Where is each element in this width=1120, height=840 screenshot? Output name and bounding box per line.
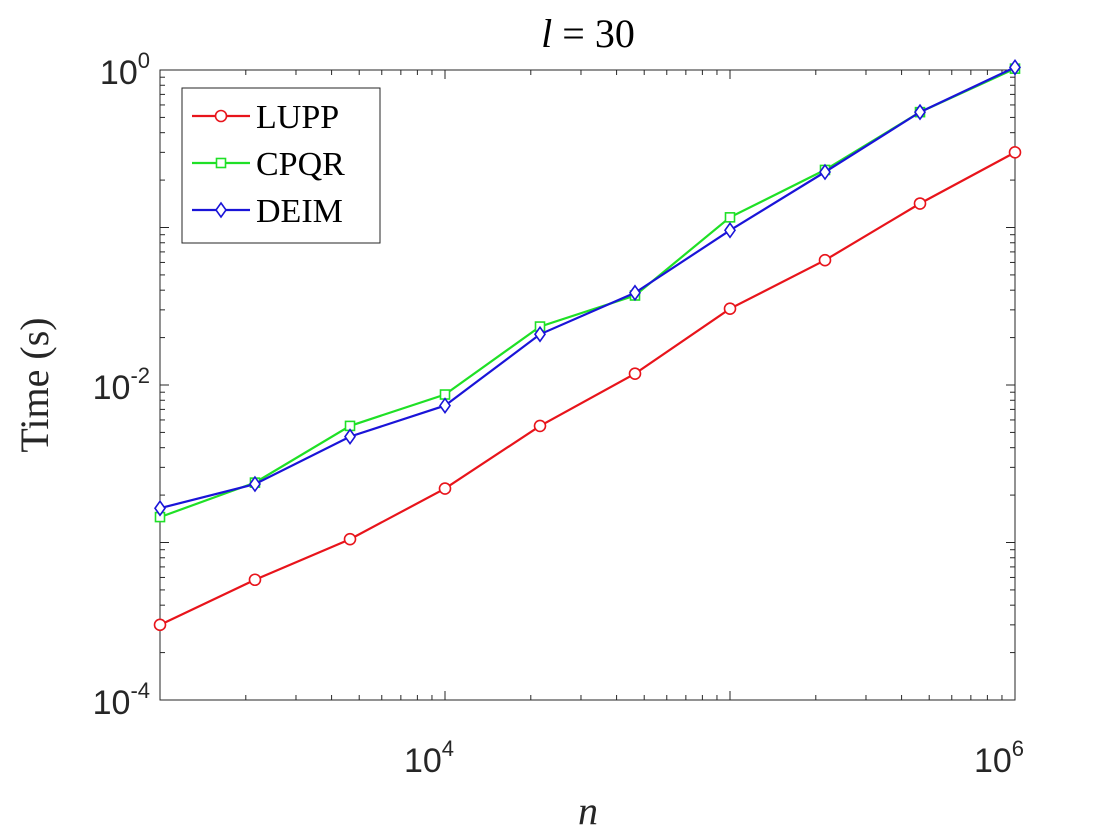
data-point [819,163,831,181]
legend-label: LUPP [256,99,339,136]
legend-box [181,87,381,244]
data-point [248,475,261,493]
legend-marker [215,201,227,219]
legend-item-deim: DEIM [192,193,343,230]
data-point [248,573,262,587]
legend-label: DEIM [256,193,343,230]
data-point [914,103,926,121]
data-point [533,419,547,433]
y-tick-label: 10-2 [93,363,150,407]
data-point [154,499,166,517]
legend-item-lupp: LUPP [192,99,339,136]
y-axis-label: Time (s) [12,317,57,452]
series-lupp [153,146,1022,632]
data-point [724,221,736,239]
series-line [159,66,1016,510]
tick-marks [159,70,1016,701]
chart-title: l = 30 [541,11,635,56]
data-point [629,284,641,302]
x-tick-label: 106 [974,736,1024,780]
series-deim [154,58,1021,517]
data-point [1009,58,1021,76]
legend-marker [215,157,227,169]
data-point [913,197,927,210]
data-point [439,397,451,414]
data-point [438,482,452,495]
data-point [723,302,737,316]
data-point [343,532,357,546]
tick-labels: 104 106 100 10-2 10-4 [93,48,1024,780]
y-tick-label: 100 [100,48,150,92]
y-tick-label: 10-4 [93,678,150,722]
x-axis-label: n [578,788,598,833]
svg-text:l = 30: l = 30 [541,11,635,56]
data-point [724,212,736,223]
series-layer [153,58,1022,632]
data-point [628,367,642,380]
data-point [1008,146,1022,159]
series-line [159,151,1016,626]
legend: LUPP CPQR DEIM [181,87,381,244]
data-point [818,253,832,267]
legend-label: CPQR [256,146,345,183]
x-tick-label: 104 [404,736,454,780]
legend-marker [214,109,228,123]
title-variable: l [541,11,552,56]
data-point [534,325,546,343]
legend-item-cpqr: CPQR [192,146,345,183]
data-point [344,428,356,446]
data-point [153,618,167,632]
title-equation: = 30 [552,11,635,56]
